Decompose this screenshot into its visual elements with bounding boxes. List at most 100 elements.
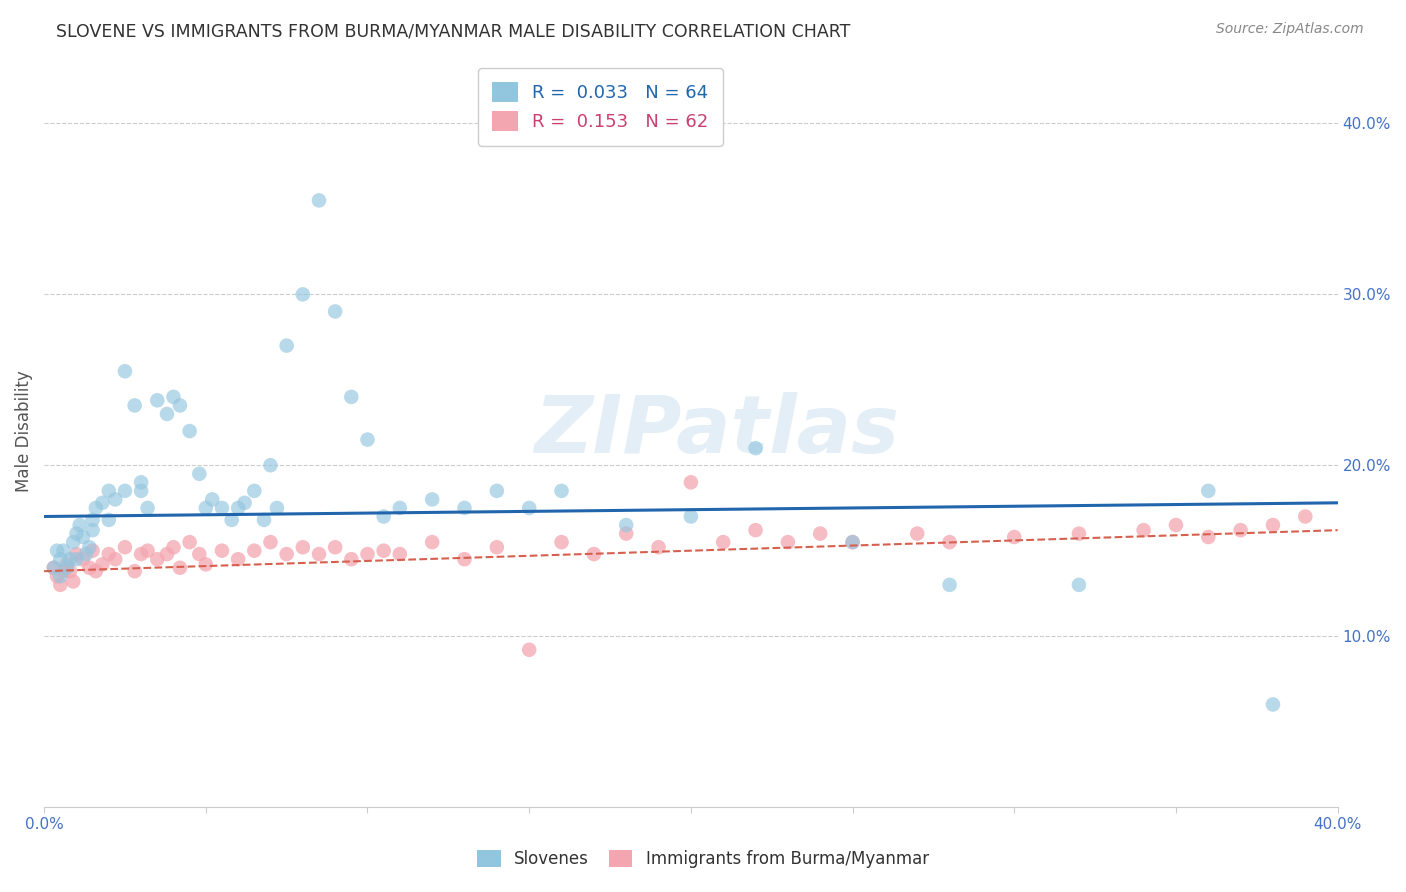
- Point: [308, 194, 330, 208]
- Point: [211, 500, 233, 515]
- Point: [1067, 526, 1090, 541]
- Point: [79, 541, 101, 555]
- Point: [104, 552, 127, 566]
- Point: [146, 552, 169, 566]
- Point: [420, 535, 443, 549]
- Point: [75, 547, 97, 561]
- Point: [52, 543, 75, 558]
- Point: [420, 492, 443, 507]
- Point: [711, 535, 734, 549]
- Point: [259, 535, 281, 549]
- Point: [84, 564, 107, 578]
- Point: [291, 541, 314, 555]
- Point: [323, 541, 346, 555]
- Point: [340, 552, 363, 566]
- Point: [388, 500, 411, 515]
- Point: [233, 496, 256, 510]
- Point: [308, 547, 330, 561]
- Point: [226, 500, 249, 515]
- Point: [46, 569, 69, 583]
- Point: [744, 441, 766, 455]
- Point: [97, 483, 120, 498]
- Point: [453, 500, 475, 515]
- Point: [388, 547, 411, 561]
- Point: [62, 535, 84, 549]
- Point: [62, 574, 84, 589]
- Point: [905, 526, 928, 541]
- Legend: Slovenes, Immigrants from Burma/Myanmar: Slovenes, Immigrants from Burma/Myanmar: [471, 843, 935, 875]
- Point: [485, 483, 508, 498]
- Point: [55, 558, 77, 572]
- Point: [938, 535, 960, 549]
- Point: [485, 541, 508, 555]
- Point: [1002, 530, 1025, 544]
- Point: [104, 492, 127, 507]
- Point: [97, 547, 120, 561]
- Point: [841, 535, 863, 549]
- Point: [194, 558, 217, 572]
- Point: [114, 483, 136, 498]
- Point: [453, 552, 475, 566]
- Point: [65, 526, 87, 541]
- Point: [1261, 698, 1284, 712]
- Point: [72, 552, 94, 566]
- Point: [340, 390, 363, 404]
- Point: [129, 547, 152, 561]
- Point: [194, 500, 217, 515]
- Point: [1294, 509, 1316, 524]
- Point: [243, 483, 266, 498]
- Point: [49, 578, 72, 592]
- Point: [226, 552, 249, 566]
- Point: [124, 399, 146, 413]
- Point: [1197, 530, 1219, 544]
- Point: [211, 543, 233, 558]
- Point: [517, 642, 540, 657]
- Point: [42, 561, 65, 575]
- Y-axis label: Male Disability: Male Disability: [15, 370, 32, 491]
- Point: [156, 547, 179, 561]
- Point: [647, 541, 669, 555]
- Point: [188, 467, 211, 481]
- Point: [82, 543, 104, 558]
- Point: [114, 541, 136, 555]
- Point: [582, 547, 605, 561]
- Point: [162, 541, 184, 555]
- Text: SLOVENE VS IMMIGRANTS FROM BURMA/MYANMAR MALE DISABILITY CORRELATION CHART: SLOVENE VS IMMIGRANTS FROM BURMA/MYANMAR…: [56, 22, 851, 40]
- Point: [323, 304, 346, 318]
- Point: [114, 364, 136, 378]
- Point: [938, 578, 960, 592]
- Point: [72, 530, 94, 544]
- Point: [59, 564, 82, 578]
- Point: [84, 500, 107, 515]
- Point: [156, 407, 179, 421]
- Point: [221, 513, 243, 527]
- Point: [253, 513, 276, 527]
- Point: [614, 526, 637, 541]
- Point: [49, 552, 72, 566]
- Point: [1261, 518, 1284, 533]
- Point: [146, 393, 169, 408]
- Point: [91, 558, 114, 572]
- Point: [136, 500, 159, 515]
- Point: [46, 543, 69, 558]
- Point: [259, 458, 281, 473]
- Point: [201, 492, 224, 507]
- Point: [91, 496, 114, 510]
- Point: [614, 518, 637, 533]
- Point: [276, 547, 298, 561]
- Point: [1164, 518, 1187, 533]
- Point: [59, 552, 82, 566]
- Point: [188, 547, 211, 561]
- Point: [42, 561, 65, 575]
- Point: [291, 287, 314, 301]
- Point: [129, 475, 152, 490]
- Point: [124, 564, 146, 578]
- Point: [356, 547, 378, 561]
- Point: [162, 390, 184, 404]
- Point: [276, 338, 298, 352]
- Point: [808, 526, 831, 541]
- Point: [1067, 578, 1090, 592]
- Point: [1229, 523, 1251, 537]
- Point: [550, 535, 572, 549]
- Point: [82, 513, 104, 527]
